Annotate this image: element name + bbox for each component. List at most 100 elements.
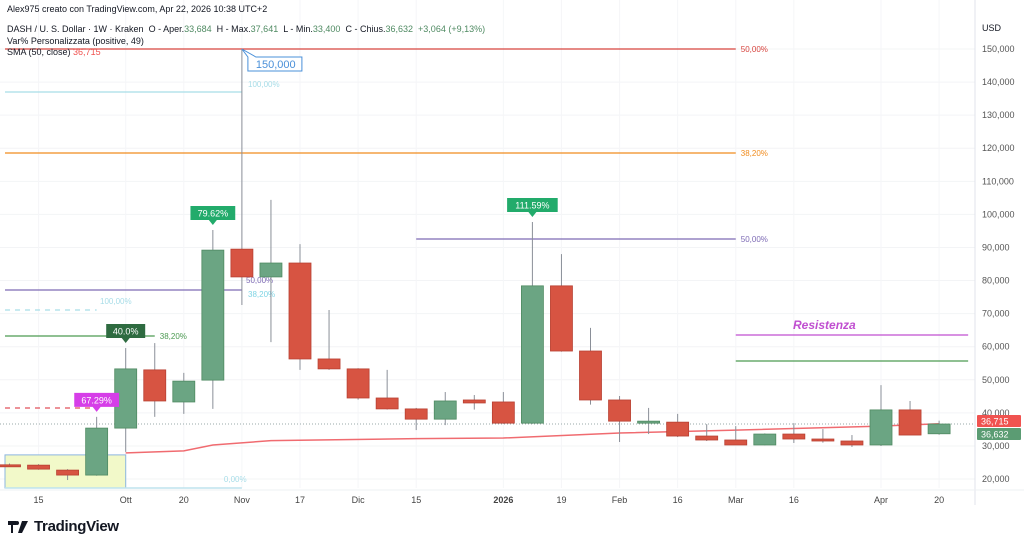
candle [114, 348, 138, 452]
x-tick-label: 16 [789, 495, 799, 505]
sma-label: SMA (50, close) [7, 47, 71, 57]
candle-body [27, 464, 50, 470]
x-tick-label: 2026 [493, 495, 513, 505]
price-tag [977, 428, 1021, 440]
candle-body [201, 249, 225, 381]
candle-body [317, 358, 341, 370]
candle [85, 416, 109, 476]
ohlc-legend: DASH / U. S. Dollar · 1W · Kraken O - Ap… [7, 24, 485, 34]
close-label: C - Chius. [345, 24, 386, 34]
candle-body [462, 399, 486, 404]
candle-body [666, 421, 690, 437]
candle-body [753, 433, 777, 446]
pct-callout [190, 205, 236, 225]
level-label: 100,00% [248, 80, 280, 89]
high-value: 37,641 [250, 24, 279, 34]
candle [56, 469, 79, 481]
x-tick-label: 16 [673, 495, 683, 505]
x-tick-label: 17 [295, 495, 305, 505]
x-tick-label: Nov [234, 495, 251, 505]
high-label: H - Max. [216, 24, 251, 34]
level-label: 50,00% [741, 45, 768, 54]
candle-body [259, 262, 283, 278]
y-tick-label: 20,000 [982, 474, 1010, 484]
candle-body [550, 285, 573, 352]
x-tick-label: Feb [612, 495, 628, 505]
candle-body [85, 427, 109, 476]
brand-name: TradingView [34, 518, 119, 535]
y-tick-label: 120,000 [982, 143, 1015, 153]
x-tick-label: Ott [120, 495, 133, 505]
y-tick-label: 140,000 [982, 77, 1015, 87]
price-callout-text: 150,000 [256, 59, 296, 71]
level-label: 50,00% [741, 235, 768, 244]
pct-callout-text: 67.29% [81, 395, 112, 405]
x-tick-label: 19 [556, 495, 566, 505]
x-tick-label: 20 [179, 495, 189, 505]
level-label: 38,20% [160, 332, 187, 341]
level-label: 38,20% [741, 149, 768, 158]
candle [27, 464, 50, 470]
candle [317, 310, 341, 370]
symbol-name[interactable]: DASH / U. S. Dollar · 1W · Kraken [7, 24, 144, 34]
candle [288, 244, 312, 370]
candle [0, 463, 21, 468]
candle-body [172, 380, 196, 403]
pct-callout-text: 40.0% [113, 327, 139, 337]
fib-label-zero: 0,00% [224, 475, 247, 484]
candle-body [404, 408, 428, 420]
candle [433, 392, 457, 426]
candle [404, 407, 428, 431]
candle [462, 395, 486, 410]
y-tick-label: 90,000 [982, 242, 1010, 252]
pct-callout-text: 79.62% [198, 208, 229, 218]
candle-body [724, 439, 748, 446]
y-tick-label: 130,000 [982, 110, 1015, 120]
y-tick-label: 80,000 [982, 276, 1010, 286]
indicator-sma[interactable]: SMA (50, close) 36,715 [7, 47, 101, 57]
candle [143, 343, 167, 417]
price-tag-text: 36,632 [981, 430, 1009, 440]
pct-callout-text: 111.59% [515, 201, 549, 211]
price-axis [975, 0, 1024, 548]
candle [898, 400, 922, 436]
indicator-var-pct[interactable]: Var% Personalizzata (positive, 49) [7, 36, 144, 46]
low-label: L - Min. [283, 24, 313, 34]
candle [259, 199, 283, 343]
pct-callout [106, 324, 146, 344]
x-tick-label: Apr [874, 495, 888, 505]
pct-callout [74, 392, 120, 412]
candle-body [811, 438, 835, 442]
candle-body [143, 369, 167, 402]
y-tick-label: 30,000 [982, 441, 1010, 451]
low-value: 33,400 [312, 24, 341, 34]
candle-body [433, 400, 457, 420]
candle [811, 429, 835, 443]
candle-body [0, 464, 21, 468]
tradingview-logo[interactable]: TradingView [8, 518, 119, 535]
x-tick-label: Mar [728, 495, 744, 505]
candle [637, 407, 660, 435]
candle-body [375, 397, 399, 410]
x-tick-label: 15 [34, 495, 44, 505]
level-label: 100,00% [100, 297, 132, 306]
candle-body [840, 440, 864, 446]
y-tick-label: 150,000 [982, 44, 1015, 54]
candle-body [695, 435, 719, 441]
candle-body [56, 469, 79, 476]
candle-body [898, 409, 922, 436]
candle [346, 368, 370, 400]
candle-body [869, 409, 893, 446]
candle-body [288, 262, 312, 360]
price-tag-text: 36,715 [981, 417, 1009, 427]
candle [550, 254, 573, 352]
y-tick-label: 50,000 [982, 375, 1010, 385]
pct-callout [507, 198, 558, 218]
candle [724, 426, 748, 446]
author-line: Alex975 creato con TradingView.com, Apr … [7, 4, 268, 14]
open-label: O - Aper. [148, 24, 185, 34]
y-tick-label: 100,000 [982, 209, 1015, 219]
x-tick-label: Dic [352, 495, 365, 505]
candle [840, 435, 864, 447]
